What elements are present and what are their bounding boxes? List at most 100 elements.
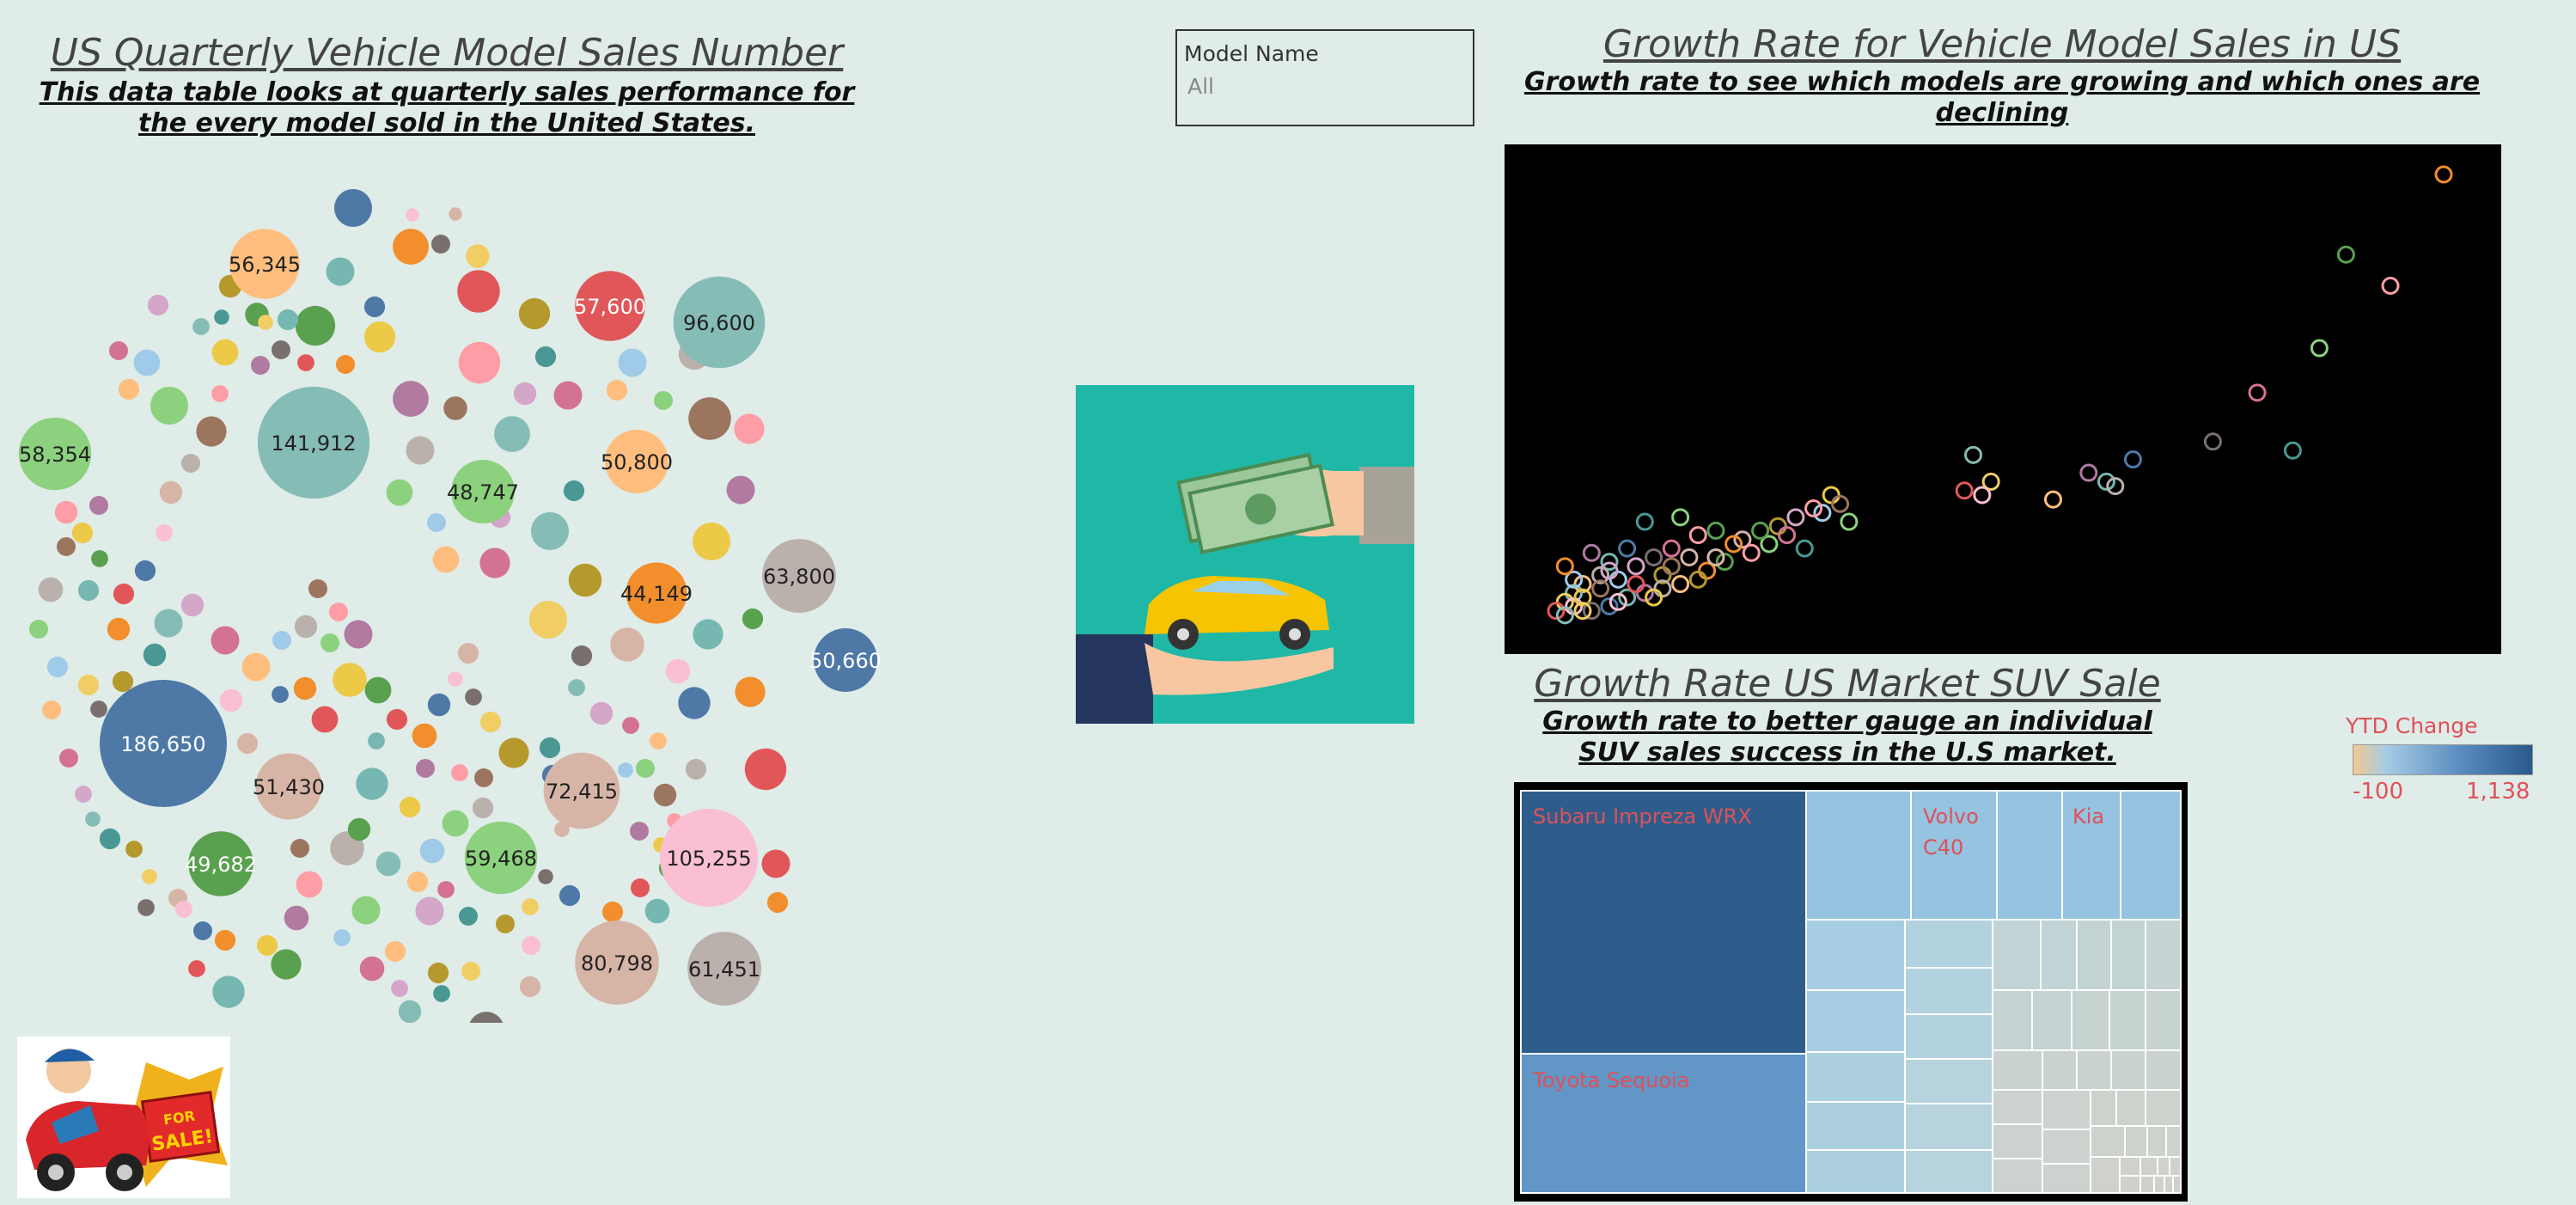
bubble xyxy=(427,693,451,717)
bubble xyxy=(272,631,291,650)
bubble xyxy=(77,674,100,696)
bubble-label: 49,682 xyxy=(185,853,257,877)
bubble xyxy=(399,796,421,818)
treemap-label-kia: Kia xyxy=(2072,804,2104,829)
bubble xyxy=(142,869,157,884)
bubble xyxy=(333,663,367,697)
bubble xyxy=(118,378,140,401)
scatter-point xyxy=(1706,547,1725,566)
bubble xyxy=(575,921,659,1005)
treemap-tile xyxy=(2172,1175,2182,1194)
bubble xyxy=(568,679,585,696)
bubble xyxy=(415,896,444,926)
bubble xyxy=(193,921,212,940)
bubble xyxy=(386,708,408,731)
bubble xyxy=(622,717,639,734)
bubble xyxy=(539,737,561,759)
treemap-tile xyxy=(2145,1089,2182,1127)
bubble xyxy=(89,496,108,515)
bubble xyxy=(465,688,482,706)
bubble xyxy=(54,500,78,524)
treemap-tile xyxy=(1996,790,2063,921)
bubble xyxy=(459,907,478,926)
scatter-point xyxy=(1778,526,1797,545)
bubble xyxy=(687,932,761,1006)
scatter-point xyxy=(1627,575,1645,594)
bubble xyxy=(673,276,766,369)
bubble xyxy=(229,229,300,299)
bubble xyxy=(496,914,515,933)
bubble xyxy=(175,901,192,918)
scatter-point xyxy=(1840,512,1859,531)
bubble xyxy=(277,309,299,331)
scatter-point xyxy=(1715,553,1734,572)
scatter-point xyxy=(2123,450,2142,469)
bubble-label: 59,468 xyxy=(465,847,537,871)
bubble xyxy=(589,701,613,725)
scatter-point xyxy=(1600,561,1619,580)
scatter-point xyxy=(1804,499,1823,517)
bubble xyxy=(134,560,156,582)
scatter-point xyxy=(1573,588,1592,607)
bubble xyxy=(762,539,836,613)
bubble xyxy=(196,416,227,447)
bubble-label: 50,800 xyxy=(601,450,673,474)
bubble xyxy=(412,723,437,749)
model-name-filter[interactable]: Model Name All xyxy=(1175,29,1474,126)
scatter-point xyxy=(1688,570,1707,589)
bubble xyxy=(133,349,161,376)
treemap-label-volvo: Volvo C40 xyxy=(1923,804,1985,859)
bubble xyxy=(308,579,327,598)
bubble xyxy=(531,512,569,550)
bubble xyxy=(431,235,450,254)
bubble xyxy=(653,783,677,807)
treemap-tile xyxy=(1805,1101,1906,1151)
bubble xyxy=(311,706,339,733)
treemap-tile xyxy=(2042,1089,2091,1130)
bubble-label: 96,600 xyxy=(683,311,755,335)
scatter-point xyxy=(1662,539,1681,558)
scatter-point xyxy=(1645,547,1663,566)
bubble xyxy=(665,658,691,684)
bubble xyxy=(522,936,540,955)
car-money-illustration xyxy=(1076,385,1414,724)
bubble-label: 186,650 xyxy=(120,732,205,756)
bubble xyxy=(99,828,121,850)
scatter-point xyxy=(1822,486,1840,505)
bubble xyxy=(363,321,396,353)
scatter-point xyxy=(1591,566,1610,584)
bubble xyxy=(626,562,687,624)
scatter-point xyxy=(1555,557,1574,576)
bubble xyxy=(334,189,372,227)
bubble xyxy=(519,976,541,998)
treemap-tile xyxy=(2140,1175,2155,1194)
bubble xyxy=(427,513,446,532)
legend-title: YTD Change xyxy=(2346,713,2478,738)
scatter-point xyxy=(1786,508,1805,527)
bubble-chart-title: US Quarterly Vehicle Model Sales Number xyxy=(50,31,844,75)
bubble xyxy=(419,838,445,864)
bubble xyxy=(143,643,167,667)
bubble xyxy=(125,841,143,858)
bubble xyxy=(451,764,468,781)
scatter-point xyxy=(1706,521,1725,540)
scatter-point xyxy=(1795,539,1814,558)
suv-growth-treemap: Subaru Impreza WRX Volvo C40 Kia Toyota … xyxy=(1514,782,2188,1202)
bubble xyxy=(451,460,515,523)
bubble xyxy=(46,656,69,678)
bubble-label: 72,415 xyxy=(546,780,618,804)
bubble xyxy=(472,797,494,819)
bubble xyxy=(644,898,670,924)
treemap-tile xyxy=(1904,1013,1993,1060)
scatter-point xyxy=(2043,490,2062,509)
bubble-label: 56,345 xyxy=(229,253,301,277)
filter-value[interactable]: All xyxy=(1187,74,1214,99)
treemap-tile xyxy=(1904,1149,1993,1194)
bubble xyxy=(212,976,245,1008)
treemap-tile xyxy=(2119,1175,2141,1194)
filter-label: Model Name xyxy=(1184,41,1319,66)
bubble xyxy=(296,871,323,898)
treemap-tile xyxy=(2076,919,2112,991)
bubble xyxy=(494,416,530,452)
bubble-label: 50,660 xyxy=(809,649,882,673)
